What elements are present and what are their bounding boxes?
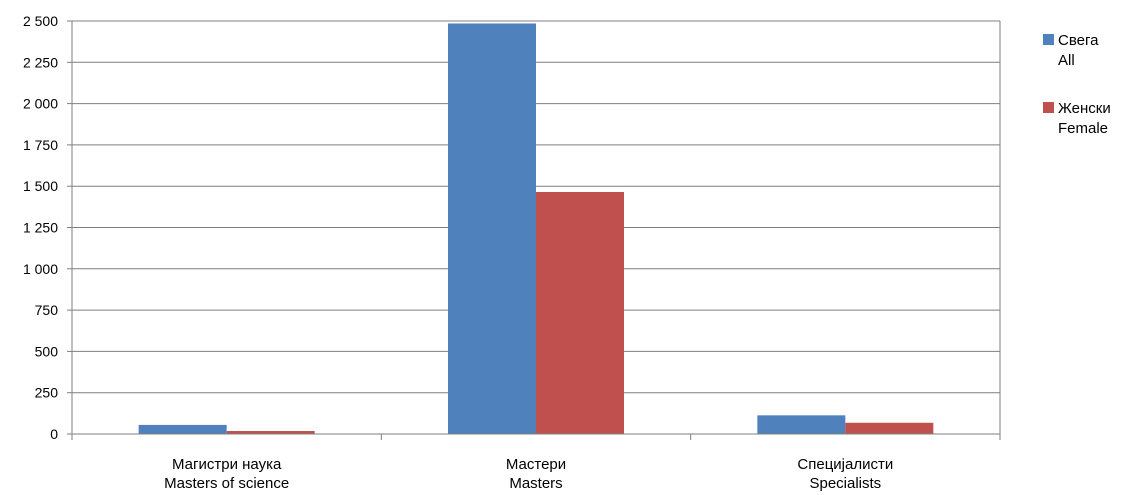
bar [536, 191, 624, 434]
bars [138, 23, 934, 435]
bar [226, 431, 315, 434]
legend-label: Female [1058, 120, 1108, 137]
category-label: Masters of science [164, 475, 289, 492]
legend-label: Свега [1058, 32, 1099, 49]
y-tick-label: 750 [35, 302, 59, 318]
legend-label: Женски [1058, 100, 1111, 117]
y-tick-label: 2 500 [23, 13, 58, 29]
y-tick-label: 0 [50, 426, 58, 442]
legend-swatch [1043, 102, 1054, 113]
y-tick-label: 2 250 [23, 54, 58, 70]
y-tick-label: 250 [35, 385, 59, 401]
bar [138, 424, 227, 434]
legend-label: All [1058, 52, 1075, 69]
y-tick-label: 1 250 [23, 220, 58, 236]
category-label: Мастери [506, 456, 566, 473]
category-label: Specialists [809, 475, 881, 492]
category-label: Специјалисти [797, 456, 893, 473]
bar [757, 415, 846, 434]
category-label: Магистри наука [172, 456, 282, 473]
bar [448, 23, 536, 435]
y-tick-label: 1 500 [23, 178, 58, 194]
y-tick-label: 1 750 [23, 137, 58, 153]
y-tick-label: 1 000 [23, 261, 58, 277]
y-tick-label: 2 000 [23, 96, 58, 112]
legend-swatch [1043, 34, 1054, 45]
y-tick-label: 500 [35, 343, 59, 359]
y-axis-ticks: 0 250 500 750 1 000 1 250 1 500 1 750 2 000 2 250… [23, 13, 72, 442]
category-label: Masters [509, 475, 562, 492]
x-axis-labels: Магистри наука Masters of science Мастери M… [164, 456, 893, 492]
bar [845, 422, 934, 434]
legend: Свега All Женски Female [1043, 32, 1111, 137]
